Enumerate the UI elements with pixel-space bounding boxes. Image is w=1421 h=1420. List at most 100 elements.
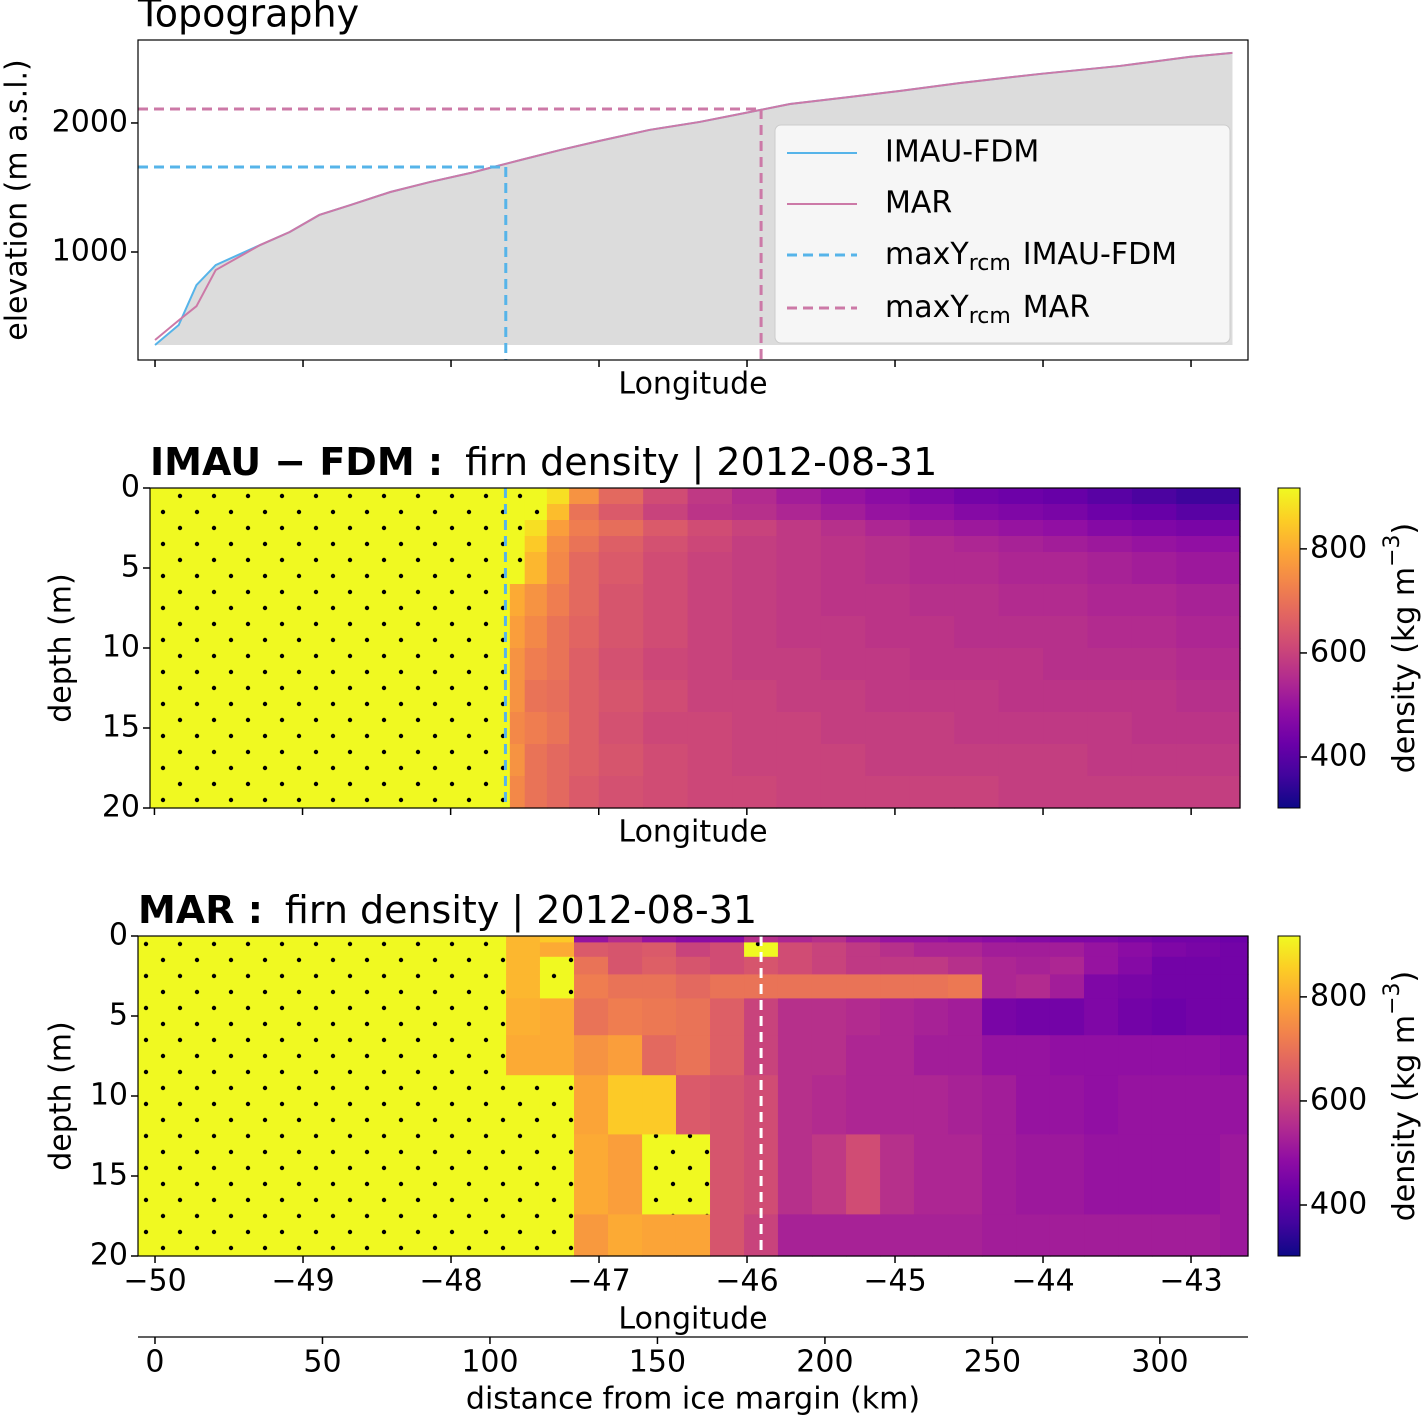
density-cell: [1176, 744, 1241, 777]
density-cell: [865, 616, 911, 649]
density-cell: [598, 552, 644, 585]
density-cell: [687, 584, 733, 617]
density-cell: [776, 648, 822, 681]
density-cell: [1185, 998, 1221, 1036]
density-cell: [1176, 520, 1241, 537]
density-cell: [948, 1035, 983, 1076]
density-cell: [982, 998, 1017, 1036]
density-cell: [776, 680, 822, 713]
density-cell: [509, 616, 526, 649]
density-cell: [998, 616, 1044, 649]
density-cell: [710, 974, 745, 999]
density-cell: [608, 1075, 643, 1135]
density-cell: [1087, 584, 1133, 617]
density-cell: [509, 712, 526, 745]
density-cell: [1131, 648, 1177, 681]
density-cell: [1087, 616, 1133, 649]
density-cell: [811, 936, 847, 943]
colorbar-label-sup: −3: [1380, 982, 1405, 1014]
legend-label-part: MAR: [1023, 290, 1090, 325]
density-cell: [506, 956, 541, 975]
density-cell: [776, 744, 822, 777]
density-cell: [574, 1035, 609, 1076]
x2-tick-label: 300: [1131, 1345, 1188, 1380]
density-cell: [1049, 942, 1085, 958]
density-cell: [506, 998, 541, 1036]
colorbar-label: density (kg m−3): [1380, 523, 1421, 774]
ice-stipple: [509, 504, 525, 520]
density-cell: [675, 974, 711, 999]
plot-frame: [137, 39, 1249, 361]
density-cell: [811, 1075, 847, 1135]
density-cell: [913, 1075, 949, 1135]
density-cell: [998, 520, 1044, 537]
density-cell: [776, 536, 822, 553]
colorbar-tick-label: 600: [1310, 1082, 1367, 1117]
density-cell: [846, 956, 881, 975]
density-cell: [598, 536, 644, 553]
density-cell: [880, 1214, 915, 1257]
density-cell: [1151, 1075, 1187, 1135]
colorbar-tick-label: 400: [1310, 739, 1367, 774]
density-cell: [1220, 942, 1249, 958]
y-tick-label: 15: [90, 1158, 128, 1193]
density-cell: [732, 648, 778, 681]
density-cell: [776, 488, 822, 505]
density-cell: [524, 552, 548, 585]
colorbar-tick-label: 800: [1310, 530, 1367, 565]
density-cell: [675, 936, 711, 943]
density-cell: [846, 1035, 881, 1076]
density-cell: [569, 744, 600, 777]
density-cell: [1185, 1035, 1221, 1076]
density-cell: [948, 942, 983, 958]
x-tick-label: −48: [419, 1264, 482, 1299]
density-cell: [1043, 680, 1089, 713]
density-cell: [820, 648, 866, 681]
density-cell: [732, 504, 778, 521]
x-tick-label: −46: [715, 1264, 778, 1299]
density-cell: [1131, 776, 1177, 809]
density-cell: [569, 584, 600, 617]
density-cell: [982, 1134, 1017, 1215]
density-cell: [948, 936, 983, 943]
ice-stipple: [744, 942, 778, 957]
y-tick-label: 0: [121, 470, 140, 505]
density-cell: [569, 616, 600, 649]
density-cell: [982, 956, 1017, 975]
density-cell: [1131, 680, 1177, 713]
density-cell: [1049, 936, 1085, 943]
density-cell: [820, 744, 866, 777]
ice-stipple: [138, 1134, 507, 1215]
density-cell: [608, 1035, 643, 1076]
density-cell: [880, 942, 915, 958]
density-cell: [1220, 1035, 1249, 1076]
density-cell: [569, 712, 600, 745]
density-cell: [1118, 1134, 1153, 1215]
density-cell: [820, 520, 866, 537]
ice-stipple: [675, 1134, 711, 1215]
density-cell: [598, 504, 644, 521]
density-cell: [539, 936, 575, 943]
density-cell: [732, 616, 778, 649]
density-cell: [546, 520, 570, 537]
density-cell: [865, 488, 911, 505]
x-tick-label: −44: [1011, 1264, 1074, 1299]
density-cell: [732, 712, 778, 745]
density-cell: [880, 1134, 915, 1215]
density-cell: [1151, 1035, 1187, 1076]
density-cell: [574, 936, 609, 943]
ice-stipple: [150, 584, 510, 616]
density-cell: [642, 942, 677, 958]
density-cell: [776, 552, 822, 585]
density-cell: [777, 1214, 813, 1257]
density-cell: [1049, 1075, 1085, 1135]
density-cell: [732, 584, 778, 617]
density-cell: [1084, 936, 1119, 943]
density-cell: [909, 488, 955, 505]
density-cell: [1016, 998, 1051, 1036]
ice-stipple: [138, 1214, 507, 1256]
density-cell: [820, 584, 866, 617]
density-cell: [909, 776, 955, 809]
density-cell: [846, 998, 881, 1036]
